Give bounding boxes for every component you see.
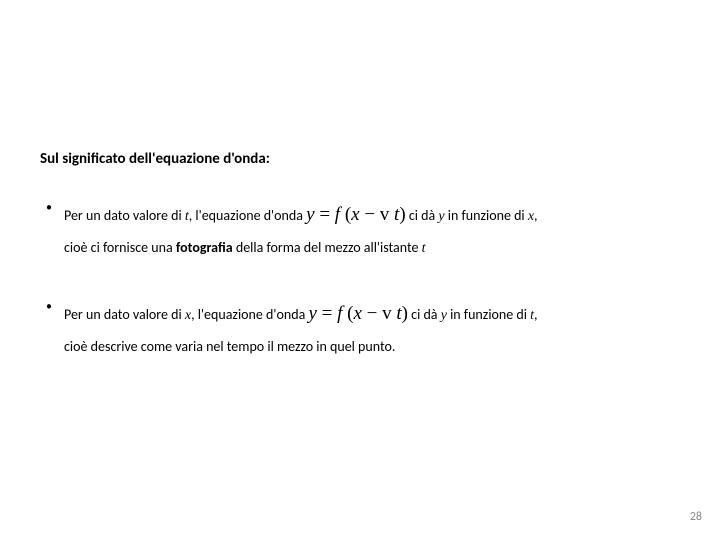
math-minus: − (360, 204, 380, 225)
slide: Sul significato dell'equazione d'onda: P… (0, 0, 720, 540)
math-var-v: v (380, 204, 394, 225)
math-var-f: f (337, 303, 347, 324)
math-var-f: f (335, 204, 345, 225)
math-var-y: y (308, 303, 316, 324)
text: in funzione di (445, 207, 528, 224)
math-var-y: y (306, 204, 314, 225)
bold-text: fotografia (176, 239, 233, 256)
math-var-x: x (351, 204, 359, 225)
text: Per un dato valore di (64, 207, 185, 224)
text: , l'equazione d'onda (191, 306, 308, 323)
text: Per un dato valore di (64, 306, 185, 323)
page-number: 28 (690, 510, 702, 524)
math-eq: = (317, 303, 337, 324)
math-minus: − (362, 303, 382, 324)
text: , l'equazione d'onda (189, 207, 306, 224)
text: ci dà (408, 306, 441, 323)
text: ci dà (406, 207, 439, 224)
math-var-t: t (422, 241, 426, 256)
text: cioè descrive come varia nel tempo il me… (64, 338, 395, 355)
text: cioè ci fornisce una (64, 239, 176, 256)
text: , (534, 207, 538, 224)
bullet-item-1: Per un dato valore di t , l'equazione d'o… (40, 196, 680, 263)
text: della forma del mezzo all'istante (233, 239, 422, 256)
text: , (534, 306, 538, 323)
bullet-list: Per un dato valore di t , l'equazione d'o… (40, 196, 680, 361)
math-eq: = (315, 204, 335, 225)
math-var-v: v (382, 303, 396, 324)
text: in funzione di (447, 306, 530, 323)
bullet-item-2: Per un dato valore di x , l'equazione d'o… (40, 295, 680, 361)
math-var-x: x (353, 303, 361, 324)
slide-title: Sul significato dell'equazione d'onda: (40, 150, 680, 168)
